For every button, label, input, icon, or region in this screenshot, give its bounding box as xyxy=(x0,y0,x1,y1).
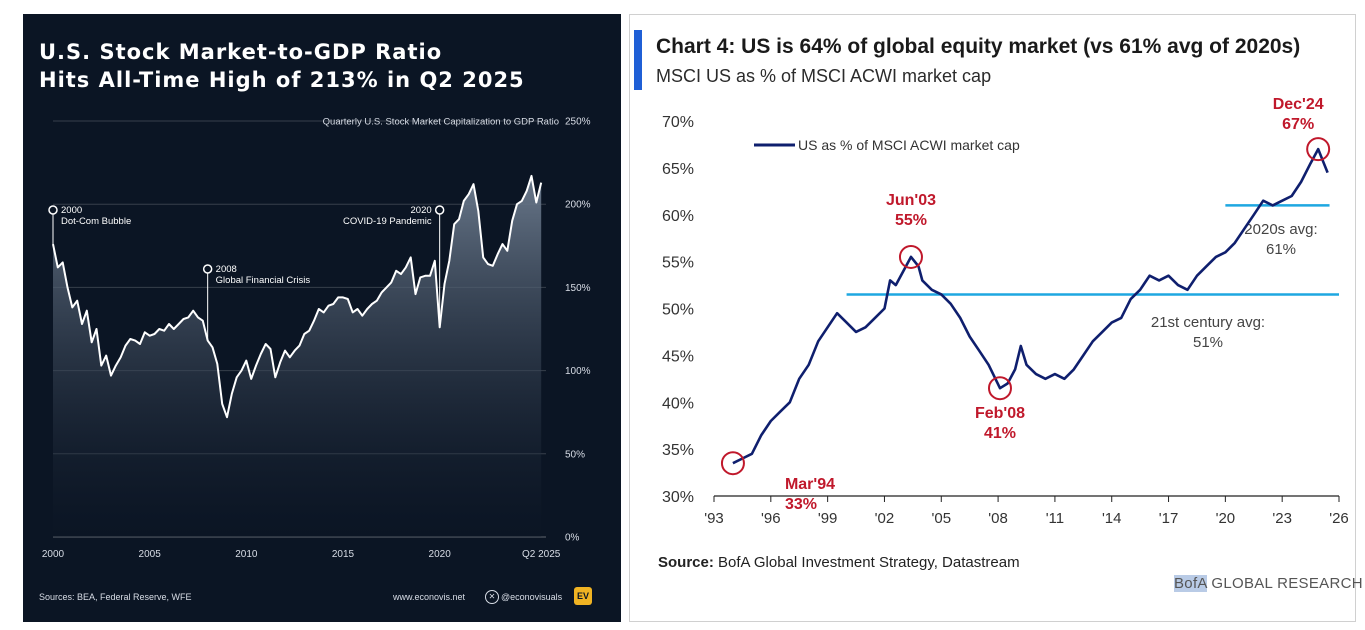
avg-label: 21st century avg: xyxy=(1151,314,1265,331)
x-tick-label: '93 xyxy=(704,510,724,527)
y-tick-label: 70% xyxy=(662,114,694,131)
y-tick-label: 40% xyxy=(662,395,694,412)
left-handle: @econovisuals xyxy=(501,592,563,602)
x-tick-label: '26 xyxy=(1329,510,1349,527)
x-tick-label: '20 xyxy=(1216,510,1236,527)
annotation-year: 2000 xyxy=(61,205,82,216)
x-logo-icon: ✕ xyxy=(485,590,499,604)
x-tick-label: '11 xyxy=(1046,510,1064,527)
right-chart-panel: Chart 4: US is 64% of global equity mark… xyxy=(629,14,1363,622)
left-chart-panel: U.S. Stock Market-to-GDP Ratio Hits All-… xyxy=(23,14,621,622)
avg-label: 2020s avg: xyxy=(1244,221,1317,238)
y-tick-label: 45% xyxy=(662,348,694,365)
x-tick-label: '08 xyxy=(988,510,1008,527)
annotation-text: COVID-19 Pandemic xyxy=(343,216,432,227)
title-accent-bar xyxy=(634,30,642,90)
x-tick-label: '17 xyxy=(1159,510,1179,527)
x-tick-label: 2020 xyxy=(429,549,452,560)
annotation-marker xyxy=(48,205,58,215)
left-title-line-2: Hits All-Time High of 213% in Q2 2025 xyxy=(39,68,525,92)
annotation-text: Dot-Com Bubble xyxy=(61,216,131,227)
right-subtitle: MSCI US as % of MSCI ACWI market cap xyxy=(656,66,992,86)
right-chart-svg: 30% 35% 40% 45% 50% 55% 60% 65% 70% '93 '96 '99 '02 '… xyxy=(662,96,1349,527)
y-tick-label: 50% xyxy=(565,449,585,460)
y-tick-label: 250% xyxy=(565,117,591,128)
annotation-text: Global Financial Crisis xyxy=(216,275,311,286)
y-tick-label: 55% xyxy=(662,255,694,272)
x-tick-label: '02 xyxy=(875,510,895,527)
x-tick-label: 2015 xyxy=(332,549,355,560)
econovis-logo: EV xyxy=(574,587,592,605)
x-tick-label: '05 xyxy=(931,510,951,527)
x-tick-label: '96 xyxy=(761,510,781,527)
source-text: BofA Global Investment Strategy, Datastr… xyxy=(718,554,1020,571)
x-tick-label: 2000 xyxy=(42,549,65,560)
callout-value: 67% xyxy=(1282,116,1314,133)
ratio-line xyxy=(52,174,543,419)
avg-value-label: 51% xyxy=(1193,334,1223,351)
callout-label: Mar'94 xyxy=(785,476,835,493)
y-tick-label: 65% xyxy=(662,161,694,178)
source-label: Source: xyxy=(658,554,714,571)
right-source: Source: BofA Global Investment Strategy,… xyxy=(658,554,1020,571)
x-tick-label: Q2 2025 xyxy=(522,549,561,560)
callout-label: Dec'24 xyxy=(1273,96,1324,113)
y-tick-label: 100% xyxy=(565,366,591,377)
callout-circle xyxy=(898,244,923,269)
left-website: www.econovis.net xyxy=(393,592,466,602)
annotation-year: 2008 xyxy=(216,264,237,275)
us-share-line xyxy=(732,147,1329,465)
annotation-marker xyxy=(434,205,445,215)
x-tick-label: 2005 xyxy=(139,549,162,560)
callout-value: 33% xyxy=(785,496,817,513)
y-tick-label: 50% xyxy=(662,302,694,319)
x-tick-label: '14 xyxy=(1102,510,1122,527)
callout-label: Jun'03 xyxy=(886,192,936,209)
y-tick-label: 200% xyxy=(565,200,591,211)
brand-rest: GLOBAL RESEARCH xyxy=(1206,575,1363,592)
y-tick-label: 30% xyxy=(662,489,694,506)
left-chart-subtitle: Quarterly U.S. Stock Market Capitalizati… xyxy=(323,117,559,128)
annotation-year: 2020 xyxy=(411,205,432,216)
callout-circle xyxy=(987,376,1012,401)
x-tick-label: '23 xyxy=(1272,510,1292,527)
y-tick-label: 60% xyxy=(662,208,694,225)
bofa-brand: BofA GLOBAL RESEARCH xyxy=(1174,575,1363,592)
x-tick-label: '99 xyxy=(818,510,838,527)
y-tick-label: 35% xyxy=(662,442,694,459)
callout-circle xyxy=(1306,137,1331,162)
avg-value-label: 61% xyxy=(1266,241,1296,258)
y-tick-label: 0% xyxy=(565,533,580,544)
callout-value: 55% xyxy=(895,212,927,229)
annotation-marker xyxy=(202,264,213,274)
left-title-line-1: U.S. Stock Market-to-GDP Ratio xyxy=(39,40,443,64)
ratio-area-fill xyxy=(53,175,542,537)
brand-bofa: BofA xyxy=(1174,575,1207,592)
callout-circle xyxy=(720,451,745,476)
callout-label: Feb'08 xyxy=(975,405,1025,422)
x-tick-label: 2010 xyxy=(235,549,258,560)
callout-value: 41% xyxy=(984,425,1016,442)
right-title: Chart 4: US is 64% of global equity mark… xyxy=(656,35,1301,58)
left-chart-svg: 0% 50% 100% 150% 200% 250% Quarterly U.S. Stoc… xyxy=(42,117,591,561)
y-tick-label: 150% xyxy=(565,283,591,294)
legend-label: US as % of MSCI ACWI market cap xyxy=(798,137,1020,153)
left-sources: Sources: BEA, Federal Reserve, WFE xyxy=(39,592,192,602)
